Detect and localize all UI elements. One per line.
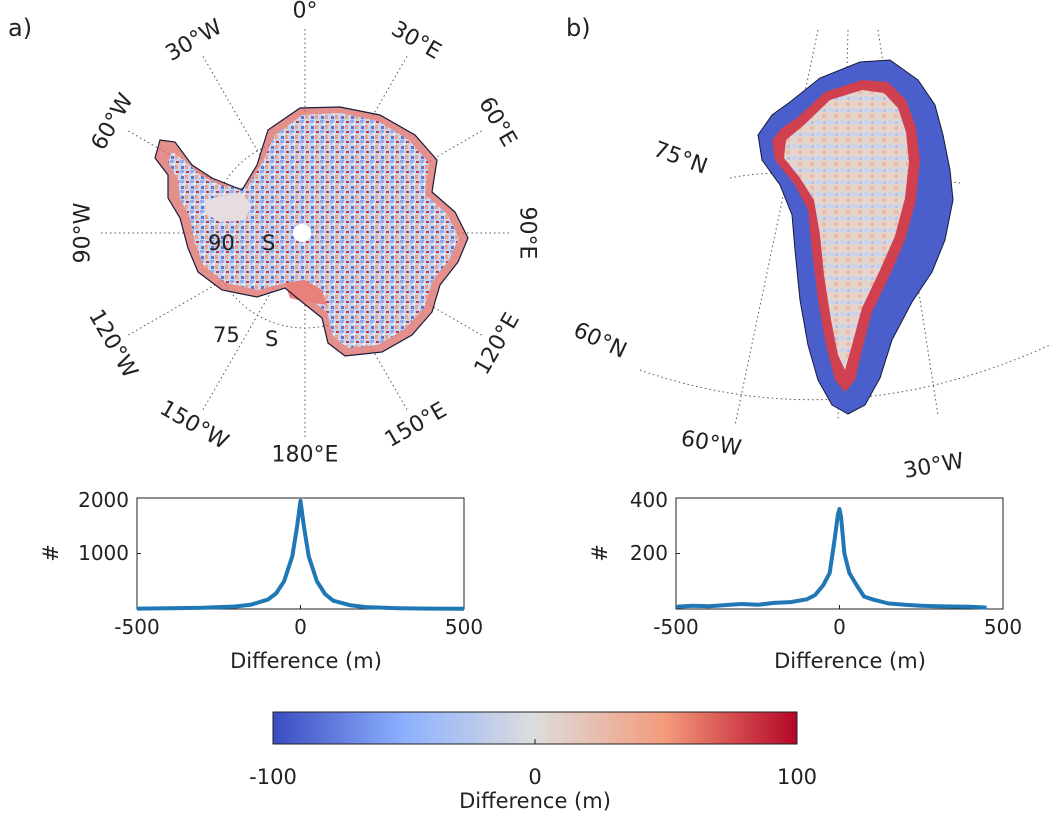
ross-ice-shelf	[285, 280, 327, 305]
histogram-b-xtick-label-1: 0	[833, 615, 846, 639]
histogram-b-xlabel: Difference (m)	[774, 649, 926, 673]
antarctica-ice-sheet	[154, 106, 469, 357]
greenland-interior	[784, 90, 909, 370]
greenland-map: 75°N 60°N 60°W 30°W	[569, 29, 1051, 484]
lat-label-90s-unit: S	[262, 231, 275, 255]
colorbar-tick-label-2: 100	[777, 765, 817, 789]
antarctica-lon-label-11: 30°W	[161, 15, 226, 67]
panel-b-label: b)	[566, 14, 591, 42]
histogram-a-xlabel: Difference (m)	[230, 649, 382, 673]
histogram-a-xtick-label-0: -500	[114, 615, 159, 639]
antarctica-lon-label-4: 120°E	[470, 309, 525, 379]
colorbar-tick-label-1: 0	[528, 765, 541, 789]
colorbar-label: Difference (m)	[459, 789, 611, 813]
ronne-ice-shelf	[205, 192, 252, 222]
histogram-b-ytick-label-1: 400	[630, 488, 668, 512]
histogram-b-xtick-label-2: 500	[984, 615, 1022, 639]
colorbar-tick-label-0: -100	[249, 765, 297, 789]
lat-label-75s-unit: S	[265, 327, 278, 351]
antarctica-lon-label-1: 30°E	[387, 17, 445, 65]
greenland-parallel-60n	[639, 344, 1051, 401]
greenland-coastline	[757, 59, 954, 415]
colorbar-bar	[272, 711, 798, 745]
histogram-b-series-line	[675, 507, 987, 610]
greenland-ice-sheet	[757, 59, 954, 415]
histogram-b-ylabel: #	[588, 544, 612, 562]
antarctica-lon-label-5: 150°E	[381, 398, 451, 453]
histogram-a: -500 0 500 1000 2000 # Difference (m)	[39, 488, 483, 673]
lat-label-90s-value: 90	[208, 231, 235, 255]
histogram-b-xtick-label-0: -500	[653, 615, 698, 639]
colorbar: -100 0 100 Difference (m)	[249, 711, 817, 813]
antarctica-ice-interior	[168, 113, 459, 348]
histogram-a-ylabel: #	[39, 544, 63, 562]
histogram-a-ytick-label-1: 2000	[78, 488, 129, 512]
histogram-a-xtick-label-1: 0	[294, 615, 307, 639]
antarctica-lon-label-6: 180°E	[272, 443, 339, 468]
panel-a-label: a)	[8, 14, 32, 42]
greenland-lat-label-75n: 75°N	[650, 137, 711, 179]
antarctica-lon-label-9: 90°W	[71, 202, 96, 263]
histogram-a-series-line	[136, 498, 465, 611]
histogram-b: -500 0 500 200 400 # Difference (m)	[588, 488, 1022, 673]
antarctica-lon-label-3: 90°E	[515, 207, 540, 260]
antarctica-lon-label-0: 0°	[293, 0, 318, 24]
antarctica-lon-label-7: 150°W	[155, 396, 232, 455]
greenland-lon-label-60w: 60°W	[679, 426, 743, 461]
histogram-a-xtick-label-2: 500	[445, 615, 483, 639]
antarctica-lon-label-2: 60°E	[473, 93, 521, 151]
lat-label-75s-value: 75	[213, 323, 240, 347]
histogram-a-ytick-label-0: 1000	[78, 541, 129, 565]
antarctica-lon-label-8: 120°W	[83, 305, 142, 382]
antarctica-coastline	[154, 106, 469, 357]
antarctica-lon-label-10: 60°W	[87, 89, 139, 154]
greenland-lat-label-60n: 60°N	[569, 318, 630, 364]
histogram-b-ytick-label-0: 200	[630, 541, 668, 565]
south-pole-hole	[293, 224, 311, 242]
greenland-lon-label-30w: 30°W	[902, 449, 966, 484]
